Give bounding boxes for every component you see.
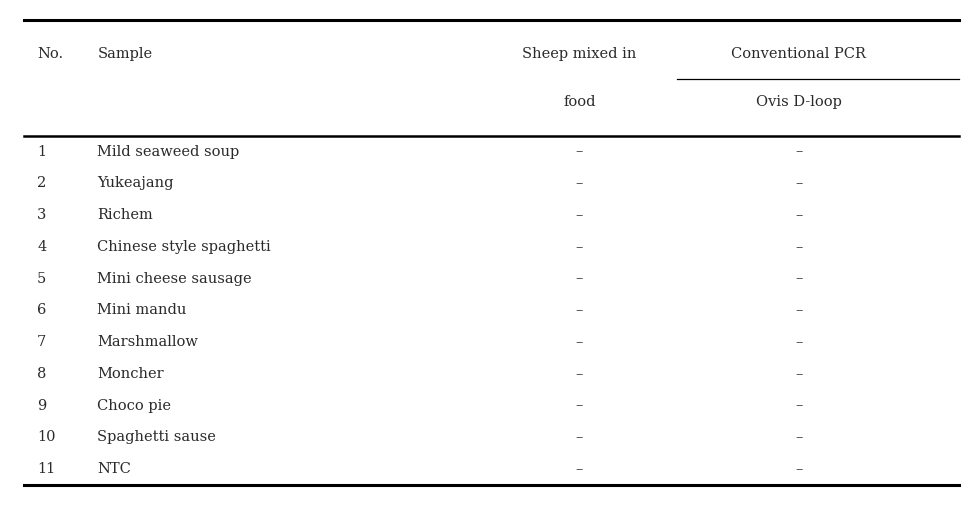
Text: –: – [795, 430, 803, 444]
Text: NTC: NTC [97, 462, 131, 476]
Text: 8: 8 [37, 367, 47, 381]
Text: Marshmallow: Marshmallow [97, 335, 199, 349]
Text: –: – [576, 430, 583, 444]
Text: –: – [795, 271, 803, 286]
Text: Conventional PCR: Conventional PCR [731, 47, 866, 61]
Text: food: food [563, 95, 596, 110]
Text: –: – [576, 367, 583, 381]
Text: Mild seaweed soup: Mild seaweed soup [97, 144, 240, 159]
Text: Sample: Sample [97, 47, 153, 61]
Text: –: – [576, 208, 583, 222]
Text: 3: 3 [37, 208, 47, 222]
Text: Sheep mixed in: Sheep mixed in [522, 47, 637, 61]
Text: Mini cheese sausage: Mini cheese sausage [97, 271, 252, 286]
Text: 6: 6 [37, 303, 47, 317]
Text: Choco pie: Choco pie [97, 398, 171, 413]
Text: –: – [795, 240, 803, 254]
Text: 4: 4 [37, 240, 46, 254]
Text: 1: 1 [37, 144, 46, 159]
Text: –: – [576, 462, 583, 476]
Text: –: – [576, 303, 583, 317]
Text: Yukeajang: Yukeajang [97, 176, 174, 190]
Text: 7: 7 [37, 335, 46, 349]
Text: –: – [795, 335, 803, 349]
Text: –: – [576, 240, 583, 254]
Text: Ovis D-loop: Ovis D-loop [756, 95, 842, 110]
Text: –: – [576, 335, 583, 349]
Text: Moncher: Moncher [97, 367, 164, 381]
Text: Spaghetti sause: Spaghetti sause [97, 430, 216, 444]
Text: –: – [795, 208, 803, 222]
Text: –: – [576, 176, 583, 190]
Text: –: – [795, 398, 803, 413]
Text: –: – [795, 144, 803, 159]
Text: –: – [795, 303, 803, 317]
Text: Richem: Richem [97, 208, 153, 222]
Text: –: – [576, 271, 583, 286]
Text: 9: 9 [37, 398, 46, 413]
Text: 10: 10 [37, 430, 56, 444]
Text: –: – [795, 462, 803, 476]
Text: No.: No. [37, 47, 63, 61]
Text: –: – [576, 144, 583, 159]
Text: 2: 2 [37, 176, 46, 190]
Text: –: – [795, 176, 803, 190]
Text: –: – [795, 367, 803, 381]
Text: 5: 5 [37, 271, 46, 286]
Text: Mini mandu: Mini mandu [97, 303, 187, 317]
Text: –: – [576, 398, 583, 413]
Text: Chinese style spaghetti: Chinese style spaghetti [97, 240, 271, 254]
Text: 11: 11 [37, 462, 56, 476]
